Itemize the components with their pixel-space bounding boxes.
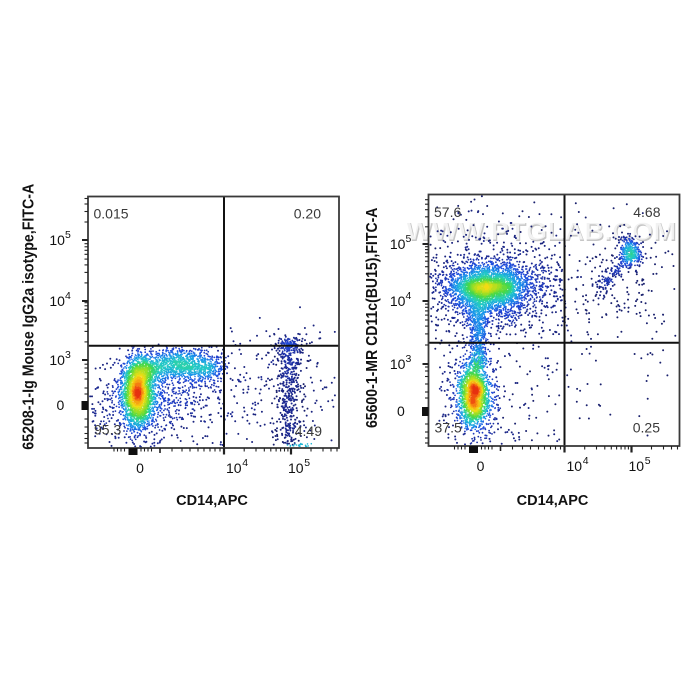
svg-text:10: 10: [390, 293, 406, 309]
svg-text:0: 0: [397, 403, 405, 419]
svg-text:4.49: 4.49: [295, 423, 322, 439]
svg-text:95.3: 95.3: [94, 422, 121, 438]
svg-text:4: 4: [583, 455, 589, 467]
svg-text:WWW.PTGLAB.COM: WWW.PTGLAB.COM: [406, 216, 676, 246]
svg-text:10: 10: [288, 460, 304, 476]
svg-text:5: 5: [65, 229, 71, 241]
svg-text:5: 5: [304, 457, 310, 469]
svg-text:10: 10: [49, 232, 65, 248]
svg-text:0.25: 0.25: [633, 420, 660, 436]
svg-text:10: 10: [49, 293, 65, 309]
svg-text:37.5: 37.5: [435, 420, 462, 436]
svg-text:10: 10: [390, 356, 406, 372]
svg-text:10: 10: [567, 458, 583, 474]
svg-text:10: 10: [390, 236, 406, 252]
svg-text:4.68: 4.68: [633, 204, 660, 220]
svg-text:10: 10: [226, 460, 242, 476]
svg-text:57.6: 57.6: [434, 204, 461, 220]
svg-text:10: 10: [49, 352, 65, 368]
svg-text:5: 5: [645, 455, 651, 467]
svg-text:65208-1-Ig Mouse IgG2a isotype: 65208-1-Ig Mouse IgG2a isotype,FITC-A: [21, 183, 38, 449]
svg-text:CD14,APC: CD14,APC: [176, 493, 248, 509]
svg-text:10: 10: [629, 458, 645, 474]
svg-text:5: 5: [406, 233, 412, 245]
svg-text:65600-1-MR CD11c(BU15),FITC-A: 65600-1-MR CD11c(BU15),FITC-A: [364, 207, 381, 428]
svg-text:0.015: 0.015: [94, 206, 129, 222]
svg-text:3: 3: [65, 349, 71, 361]
svg-text:CD14,APC: CD14,APC: [517, 493, 589, 509]
svg-text:0: 0: [477, 458, 485, 474]
svg-text:3: 3: [406, 353, 412, 365]
svg-text:0: 0: [136, 460, 144, 476]
svg-text:0.20: 0.20: [294, 206, 321, 222]
svg-text:4: 4: [65, 290, 71, 302]
svg-text:4: 4: [406, 290, 412, 302]
svg-text:0: 0: [57, 397, 65, 413]
svg-text:4: 4: [242, 457, 248, 469]
